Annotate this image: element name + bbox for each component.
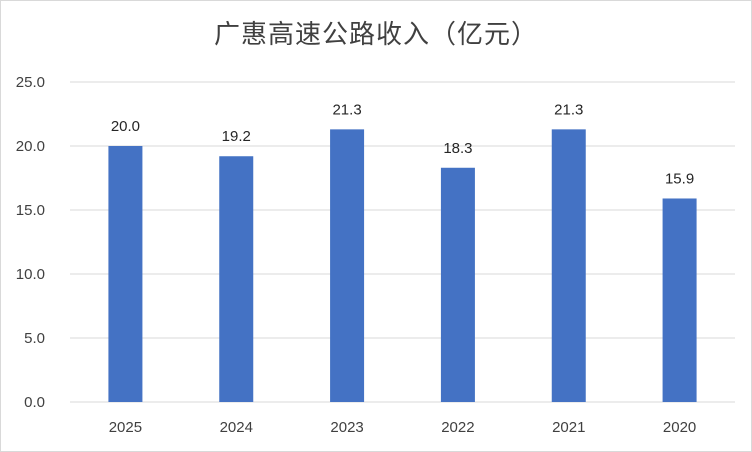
x-tick-label-2022: 2022 bbox=[441, 419, 474, 436]
data-label-2022: 18.3 bbox=[443, 140, 472, 157]
data-labels: 20.0 19.2 21.3 18.3 21.3 15.9 bbox=[111, 101, 694, 187]
y-axis-ticks: 0.0 5.0 10.0 15.0 20.0 25.0 bbox=[16, 74, 45, 411]
x-tick-label-2023: 2023 bbox=[330, 419, 363, 436]
bar-2023 bbox=[330, 129, 365, 403]
y-tick-label: 15.0 bbox=[16, 202, 45, 219]
bar-2024 bbox=[219, 156, 254, 402]
x-tick-label-2020: 2020 bbox=[663, 419, 696, 436]
y-tick-label: 10.0 bbox=[16, 266, 45, 283]
x-axis-categories: 2025 2024 2023 2022 2021 2020 bbox=[109, 419, 697, 436]
x-tick-label-2021: 2021 bbox=[552, 419, 585, 436]
y-tick-label: 5.0 bbox=[24, 330, 45, 347]
bar-2021 bbox=[551, 129, 586, 403]
bars bbox=[108, 129, 697, 403]
data-label-2024: 19.2 bbox=[222, 128, 251, 145]
data-label-2021: 21.3 bbox=[554, 101, 583, 118]
y-tick-label: 0.0 bbox=[24, 394, 45, 411]
x-tick-label-2025: 2025 bbox=[109, 419, 142, 436]
data-label-2023: 21.3 bbox=[332, 101, 361, 118]
data-label-2020: 15.9 bbox=[665, 170, 694, 187]
chart-title: 广惠高速公路收入（亿元） bbox=[213, 20, 538, 50]
y-tick-label: 20.0 bbox=[16, 138, 45, 155]
bar-2025 bbox=[108, 146, 143, 402]
x-tick-label-2024: 2024 bbox=[220, 419, 253, 436]
bar-2020 bbox=[662, 198, 697, 402]
gridlines bbox=[70, 81, 735, 403]
data-label-2025: 20.0 bbox=[111, 118, 140, 135]
y-tick-label: 25.0 bbox=[16, 74, 45, 91]
bar-2022 bbox=[440, 167, 475, 402]
